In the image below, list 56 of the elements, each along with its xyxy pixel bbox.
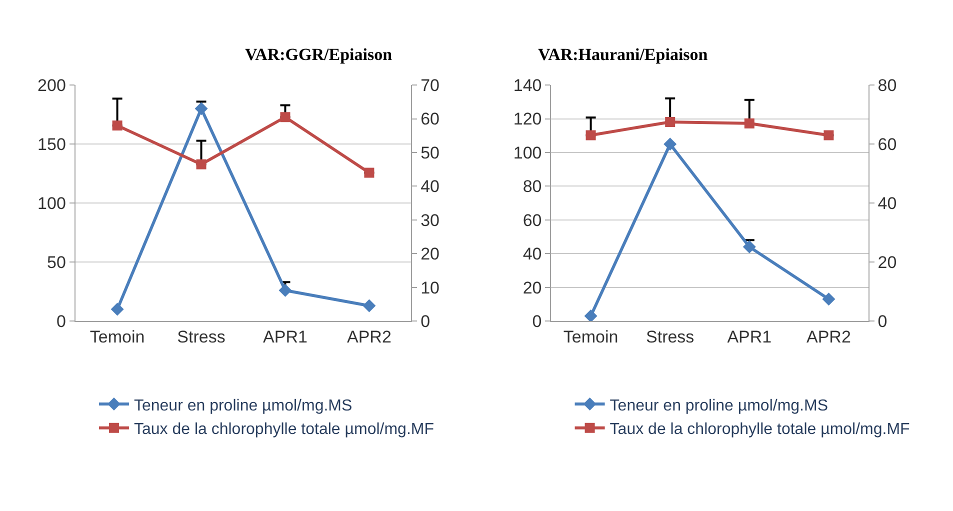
y2-tick-label: 70 [420, 76, 440, 96]
legend-label: Taux de la chlorophylle totale µmol/mg.MF [134, 421, 434, 438]
x-tick-label: APR2 [806, 327, 851, 346]
chart-title: VAR:GGR/Epiaison [245, 45, 393, 64]
point [362, 299, 376, 312]
chart-title: VAR:Haurani/Epiaison [538, 45, 708, 64]
y2-tick-label: 80 [878, 76, 897, 96]
y-tick-label: 50 [46, 253, 66, 272]
point [744, 118, 754, 128]
point [742, 240, 756, 254]
y-tick-label: 20 [522, 278, 542, 298]
point [664, 138, 677, 151]
x-tick-label: Temoin [563, 327, 618, 346]
point [824, 130, 834, 140]
x-tick-label: Temoin [90, 327, 145, 346]
y2-tick-label: 10 [420, 278, 440, 298]
point [584, 310, 598, 322]
y-tick-label: 40 [522, 244, 542, 264]
x-tick-label: Stress [177, 327, 226, 346]
y2-tick-label: 20 [420, 244, 440, 264]
y-tick-label: 60 [522, 210, 542, 230]
y2-tick-label: 0 [420, 312, 430, 332]
point [194, 102, 208, 116]
x-tick-label: Stress [646, 327, 694, 346]
y-tick-label: 150 [38, 135, 66, 154]
x-tick-label: APR2 [347, 327, 392, 346]
y2-tick-label: 30 [420, 210, 440, 230]
y2-tick-label: 50 [420, 143, 440, 162]
point [364, 168, 374, 178]
point [112, 120, 122, 131]
legend-label: Teneur en proline µmol/mg.MS [134, 397, 352, 414]
point [822, 292, 836, 306]
y-tick-label: 80 [522, 177, 542, 196]
point [196, 159, 206, 170]
point [665, 116, 676, 127]
y2-tick-label: 60 [420, 110, 440, 129]
x-tick-label: APR1 [263, 327, 308, 346]
y-tick-label: 0 [56, 312, 66, 332]
legend-label: Teneur en proline µmol/mg.MS [610, 397, 828, 414]
y-tick-label: 120 [513, 110, 542, 129]
y2-tick-label: 0 [878, 312, 888, 332]
point [280, 112, 290, 122]
y-tick-label: 100 [513, 143, 542, 162]
y2-tick-label: 60 [878, 135, 897, 154]
point [278, 284, 292, 297]
legend-label: Taux de la chlorophylle totale µmol/mg.MF [610, 421, 910, 438]
y-tick-label: 140 [513, 76, 542, 96]
y-tick-label: 200 [38, 76, 66, 96]
y-tick-label: 100 [38, 194, 66, 214]
y2-tick-label: 20 [878, 253, 897, 272]
point [110, 302, 124, 316]
y2-tick-label: 40 [420, 177, 440, 196]
y2-tick-label: 40 [878, 194, 897, 214]
x-tick-label: APR1 [727, 327, 772, 346]
y-tick-label: 0 [532, 312, 542, 332]
point [586, 130, 596, 140]
